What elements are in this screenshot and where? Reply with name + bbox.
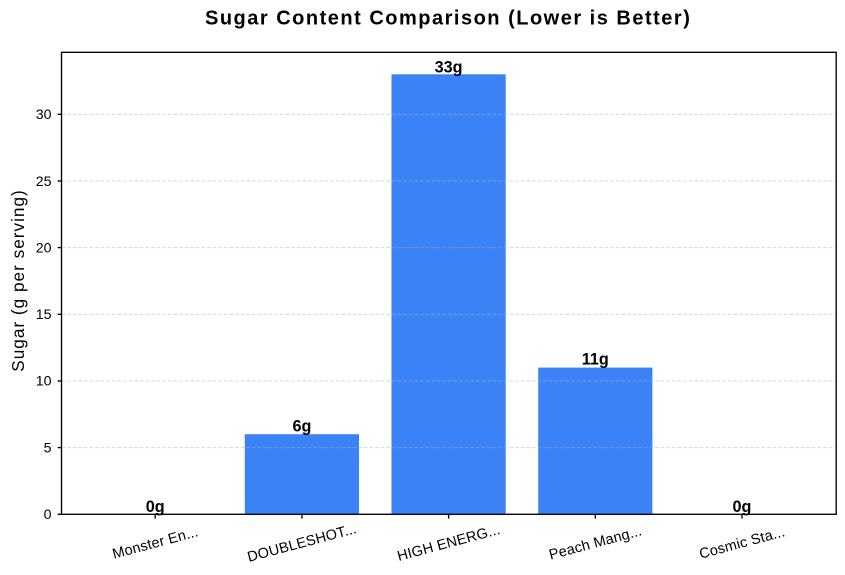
svg-text:10: 10 xyxy=(36,374,52,390)
svg-text:25: 25 xyxy=(36,174,52,190)
svg-text:6g: 6g xyxy=(292,417,311,435)
svg-text:30: 30 xyxy=(36,107,52,123)
svg-text:11g: 11g xyxy=(582,350,609,368)
svg-text:15: 15 xyxy=(36,307,52,323)
svg-text:20: 20 xyxy=(36,240,52,256)
svg-text:33g: 33g xyxy=(435,58,463,76)
svg-text:5: 5 xyxy=(44,440,52,456)
svg-text:0g: 0g xyxy=(146,498,165,516)
svg-text:Sugar Content Comparison (Lowe: Sugar Content Comparison (Lower is Bette… xyxy=(205,8,691,30)
svg-text:0g: 0g xyxy=(733,498,752,516)
svg-text:Sugar (g per serving): Sugar (g per serving) xyxy=(8,189,28,371)
svg-text:0: 0 xyxy=(44,507,52,523)
